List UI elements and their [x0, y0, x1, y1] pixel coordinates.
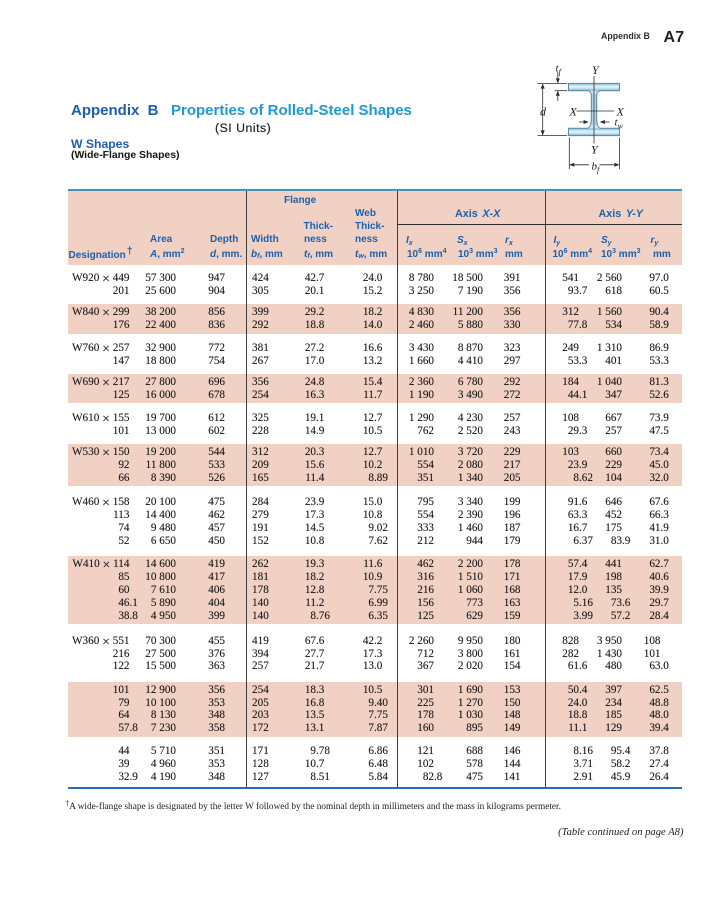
svg-text:Y: Y	[592, 63, 600, 77]
svg-text:X: X	[569, 105, 578, 119]
svg-text:bf: bf	[592, 161, 602, 175]
svg-text:tw: tw	[615, 117, 624, 131]
svg-text:X: X	[616, 105, 625, 119]
svg-text:d: d	[540, 105, 547, 119]
svg-text:tf: tf	[556, 62, 563, 76]
svg-text:Y: Y	[591, 143, 599, 157]
